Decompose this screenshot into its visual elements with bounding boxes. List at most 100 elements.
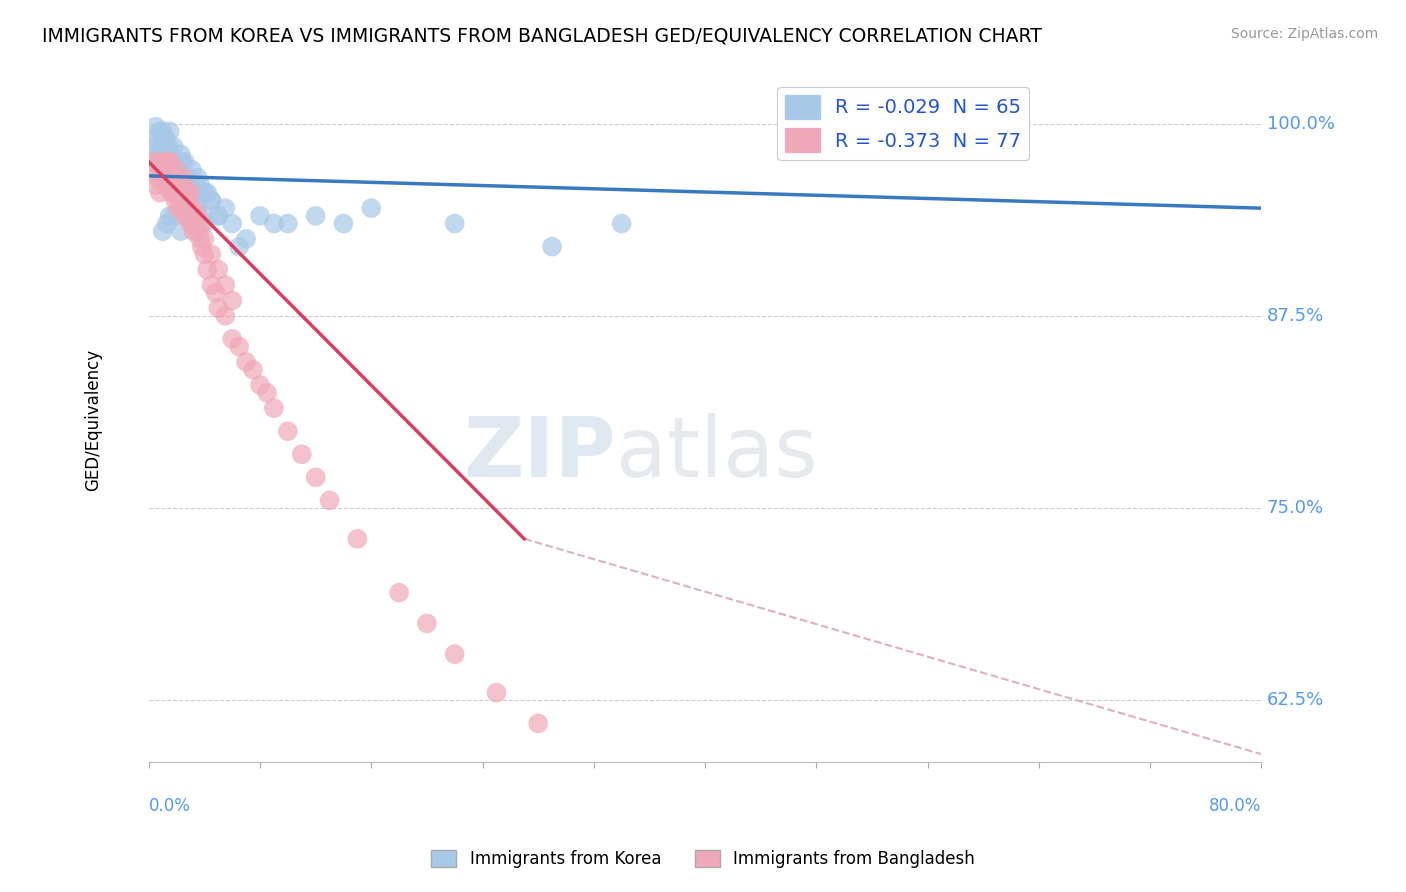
Point (170, 186, 193, 200)
Point (186, 209, 208, 223)
Point (156, 155, 179, 169)
Point (172, 201, 194, 215)
Point (156, 170, 179, 185)
Point (165, 155, 187, 169)
Point (152, 224, 174, 238)
Point (183, 217, 205, 231)
Point (188, 232, 211, 246)
Point (186, 224, 208, 238)
Point (305, 470, 328, 484)
Point (190, 209, 212, 223)
Point (190, 239, 212, 253)
Point (159, 155, 181, 169)
Point (148, 155, 170, 169)
Point (176, 170, 198, 185)
Text: ZIP: ZIP (464, 413, 616, 494)
Point (277, 424, 299, 438)
Point (159, 209, 181, 223)
Point (173, 170, 195, 185)
Point (193, 186, 215, 200)
Point (156, 217, 179, 231)
Point (221, 293, 243, 308)
Point (193, 217, 215, 231)
Point (527, 716, 550, 731)
Point (160, 186, 183, 200)
Point (163, 139, 186, 153)
Point (166, 186, 188, 200)
Text: IMMIGRANTS FROM KOREA VS IMMIGRANTS FROM BANGLADESH GED/EQUIVALENCY CORRELATION : IMMIGRANTS FROM KOREA VS IMMIGRANTS FROM… (42, 27, 1042, 45)
Point (150, 170, 173, 185)
Point (149, 186, 172, 200)
Text: 75.0%: 75.0% (1267, 499, 1324, 517)
Point (145, 147, 167, 161)
Point (221, 217, 243, 231)
Point (249, 209, 271, 223)
Point (318, 493, 340, 508)
Point (305, 209, 328, 223)
Point (156, 162, 179, 177)
Point (153, 147, 176, 161)
Point (186, 201, 208, 215)
Legend: Immigrants from Korea, Immigrants from Bangladesh: Immigrants from Korea, Immigrants from B… (425, 843, 981, 875)
Point (291, 447, 314, 461)
Point (165, 194, 187, 208)
Text: GED/Equivalency: GED/Equivalency (84, 349, 103, 491)
Point (166, 170, 188, 185)
Point (443, 217, 465, 231)
Point (159, 155, 181, 169)
Point (166, 178, 188, 193)
Point (148, 155, 170, 169)
Point (186, 170, 208, 185)
Point (174, 155, 197, 169)
Point (200, 194, 222, 208)
Point (157, 139, 180, 153)
Point (180, 162, 202, 177)
Point (195, 186, 218, 200)
Point (228, 340, 250, 354)
Point (541, 239, 564, 253)
Point (174, 209, 197, 223)
Point (159, 155, 181, 169)
Point (388, 585, 411, 599)
Point (207, 209, 229, 223)
Point (179, 186, 201, 200)
Text: 100.0%: 100.0% (1267, 114, 1334, 133)
Point (214, 309, 236, 323)
Point (163, 162, 186, 177)
Point (443, 647, 465, 661)
Point (173, 194, 195, 208)
Text: atlas: atlas (616, 413, 818, 494)
Point (193, 247, 215, 261)
Point (149, 124, 172, 138)
Point (228, 239, 250, 253)
Point (181, 224, 204, 238)
Point (200, 194, 222, 208)
Point (163, 186, 186, 200)
Point (190, 217, 212, 231)
Point (179, 178, 201, 193)
Point (150, 139, 173, 153)
Point (416, 616, 439, 631)
Point (263, 217, 285, 231)
Point (145, 178, 167, 193)
Point (148, 155, 170, 169)
Point (160, 147, 183, 161)
Point (152, 124, 174, 138)
Point (159, 178, 181, 193)
Point (146, 170, 169, 185)
Point (162, 155, 184, 169)
Text: 62.5%: 62.5% (1267, 691, 1324, 709)
Point (152, 170, 174, 185)
Point (214, 201, 236, 215)
Point (221, 332, 243, 346)
Point (157, 170, 180, 185)
Point (176, 194, 198, 208)
Point (207, 301, 229, 315)
Point (181, 201, 204, 215)
Point (159, 124, 181, 138)
Point (163, 209, 186, 223)
Text: 87.5%: 87.5% (1267, 307, 1324, 325)
Point (179, 201, 201, 215)
Point (188, 178, 211, 193)
Point (195, 262, 218, 277)
